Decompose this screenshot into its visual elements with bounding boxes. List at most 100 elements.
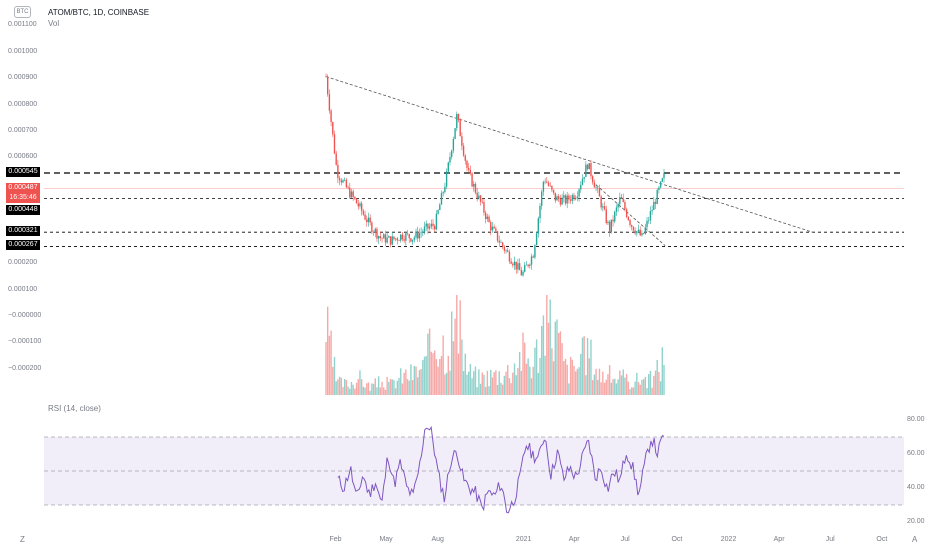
candle-body (445, 171, 448, 187)
candle-body (442, 192, 444, 194)
candle-body (576, 196, 579, 198)
candle-body (597, 187, 599, 189)
candle-body (459, 120, 461, 137)
candle-body (408, 234, 410, 239)
volume-bar (517, 368, 519, 395)
volume-bar (600, 382, 602, 395)
volume-bar (439, 359, 441, 395)
volume-bar (345, 380, 348, 395)
candle-body (481, 201, 483, 203)
candle-body (642, 233, 645, 234)
candle-body (663, 173, 665, 179)
volume-bar (413, 365, 416, 395)
candle-body (352, 191, 354, 197)
candle-body (658, 187, 660, 190)
candle-body (450, 150, 453, 157)
candle-body (478, 195, 480, 199)
candle-body (498, 240, 500, 243)
candle-body (636, 231, 638, 234)
volume-bar (551, 348, 553, 395)
candle-body (624, 201, 626, 210)
volume-bar (481, 372, 483, 395)
volume-bar (568, 383, 570, 395)
candle-body (571, 195, 573, 201)
candle-body (384, 234, 387, 243)
volume-bar (440, 355, 443, 395)
volume-bar (578, 367, 580, 395)
auto-scale-button[interactable]: A (912, 535, 918, 544)
volume-bar (569, 356, 572, 395)
candle-body (376, 228, 378, 239)
volume-bar (337, 379, 339, 395)
candle-body (574, 197, 577, 200)
price-tick-label: 0.001200 (8, 0, 37, 2)
time-tick-label: 2021 (515, 536, 532, 543)
volume-bar (326, 306, 329, 395)
volume-bar (338, 376, 341, 395)
candle-body (364, 214, 366, 220)
candle-body (542, 181, 545, 192)
volume-bar (617, 379, 619, 395)
volume-bar (491, 377, 494, 395)
candle-body (518, 263, 521, 271)
candle-body (557, 196, 560, 200)
candle-body (471, 173, 473, 187)
volume-bar (620, 375, 623, 395)
price-tick-label: 0.000100 (8, 285, 38, 293)
candle-body (369, 217, 371, 223)
timezone-button[interactable]: Z (20, 535, 25, 544)
candle-body (359, 203, 361, 207)
candle-body (366, 219, 368, 223)
volume-bar (541, 326, 543, 395)
candle-body (637, 229, 640, 232)
candle-body (607, 221, 609, 224)
volume-bar (503, 375, 506, 395)
volume-bar (614, 378, 616, 395)
volume-bar (347, 386, 349, 395)
candle-body (423, 226, 426, 232)
time-tick-label: Aug (431, 536, 444, 543)
volume-bar (508, 378, 511, 395)
volume-bar (359, 370, 361, 395)
currency-badge[interactable]: BTC (14, 6, 31, 18)
volume-bar (400, 368, 402, 395)
candle-body (566, 195, 568, 204)
volume-bar (473, 371, 475, 395)
volume-bar (535, 339, 538, 395)
volume-bar (474, 366, 477, 395)
candle-body (534, 245, 536, 258)
candle-body (656, 189, 658, 204)
candle-body (654, 201, 657, 204)
candle-body (422, 231, 424, 233)
candle-body (525, 264, 528, 266)
candle-body (496, 231, 499, 241)
candle-body (568, 195, 570, 200)
volume-bar (625, 374, 628, 395)
volume-bar (581, 337, 584, 395)
candle-body (512, 263, 514, 266)
level-label-1: 0.000448 (6, 205, 40, 215)
price-tick-label: −0.000000 (8, 311, 42, 319)
volume-bar (366, 383, 368, 395)
volume-bar (418, 370, 421, 395)
volume-bar (561, 343, 563, 395)
candle-body (413, 237, 416, 240)
volume-title: Vol (48, 19, 60, 28)
candle-body (608, 221, 611, 232)
volume-bar (389, 379, 392, 395)
volume-bar (364, 387, 366, 395)
candle-body (564, 195, 567, 204)
volume-bar (603, 382, 606, 395)
volume-bar (595, 368, 597, 395)
candle-body (490, 222, 492, 231)
candle-body (634, 230, 636, 234)
volume-bar (483, 374, 485, 395)
price-tick-label: 0.000200 (8, 259, 38, 267)
volume-bar (360, 379, 363, 395)
volume-bar (454, 318, 456, 395)
volume-bar (642, 379, 645, 395)
volume-bar (479, 383, 482, 395)
time-tick-label: Feb (329, 536, 342, 543)
price-tick-label: 0.000700 (8, 127, 38, 135)
